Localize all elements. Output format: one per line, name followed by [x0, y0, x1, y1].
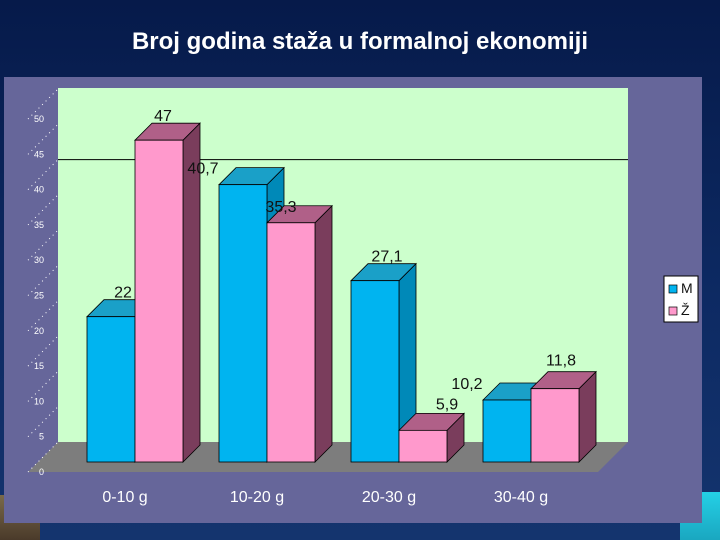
legend-label-m: M: [681, 280, 693, 296]
bar-z-1-side: [314, 204, 333, 463]
legend: M Ž: [663, 275, 699, 323]
chart-back-wall: [58, 88, 628, 442]
x-tick-label: 0-10 g: [102, 489, 147, 506]
x-tick-label: 20-30 g: [362, 489, 416, 506]
bar-z-3: [530, 370, 597, 463]
legend-swatch-m: [668, 284, 678, 294]
y-tick-label: 15: [34, 361, 44, 371]
bar-m-0-front: [86, 316, 136, 463]
tick-guide: [27, 194, 59, 226]
tick-guide: [27, 371, 59, 402]
y-tick-label: 0: [39, 467, 44, 477]
bar-m-1-front: [218, 184, 268, 463]
tick-guide: [27, 406, 59, 438]
tick-guide: [27, 300, 59, 332]
y-tick-label: 40: [34, 185, 44, 195]
bar-z-0: [134, 122, 201, 463]
data-label: 10,2: [451, 376, 482, 393]
tick-guide: [27, 123, 59, 155]
bar-m-3-front: [482, 399, 532, 463]
x-tick-label: 10-20 g: [230, 489, 284, 506]
data-label: 27,1: [371, 249, 402, 266]
bar-z-1-front: [266, 222, 316, 463]
y-tick-label: 50: [34, 114, 44, 124]
data-label: 11,8: [546, 353, 576, 370]
x-tick-label: 30-40 g: [494, 489, 548, 506]
data-label: 22: [114, 285, 132, 302]
tick-guide: [27, 265, 59, 296]
y-tick-label: 5: [39, 432, 44, 442]
y-tick-label: 10: [34, 396, 44, 406]
legend-swatch-z: [668, 306, 678, 316]
tick-guide: [27, 441, 59, 473]
data-label: 47: [154, 108, 172, 125]
y-tick-label: 25: [34, 291, 44, 301]
tick-guide: [27, 335, 59, 367]
data-label: 35,3: [265, 199, 296, 216]
tick-guide: [27, 88, 59, 120]
legend-label-z: Ž: [681, 302, 690, 318]
bar-z-1: [266, 204, 333, 463]
bar-z-0-front: [134, 139, 184, 463]
y-tick-label: 35: [34, 220, 44, 230]
bar-z-3-front: [530, 388, 580, 463]
data-label: 40,7: [187, 161, 218, 178]
slide-title: Broj godina staža u formalnoj ekonomiji: [131, 28, 589, 55]
chart-side-wall: [28, 88, 58, 472]
bar-m-2: [350, 262, 417, 463]
data-label: 5,9: [436, 396, 458, 413]
tick-guide: [27, 229, 59, 261]
bar-z-2: [398, 412, 465, 463]
bar-z-2-front: [398, 429, 448, 463]
y-tick-label: 30: [34, 255, 44, 265]
y-tick-label: 20: [34, 326, 44, 336]
bar-m-2-front: [350, 280, 400, 463]
y-tick-label: 45: [34, 149, 44, 159]
tick-guide: [27, 159, 59, 190]
